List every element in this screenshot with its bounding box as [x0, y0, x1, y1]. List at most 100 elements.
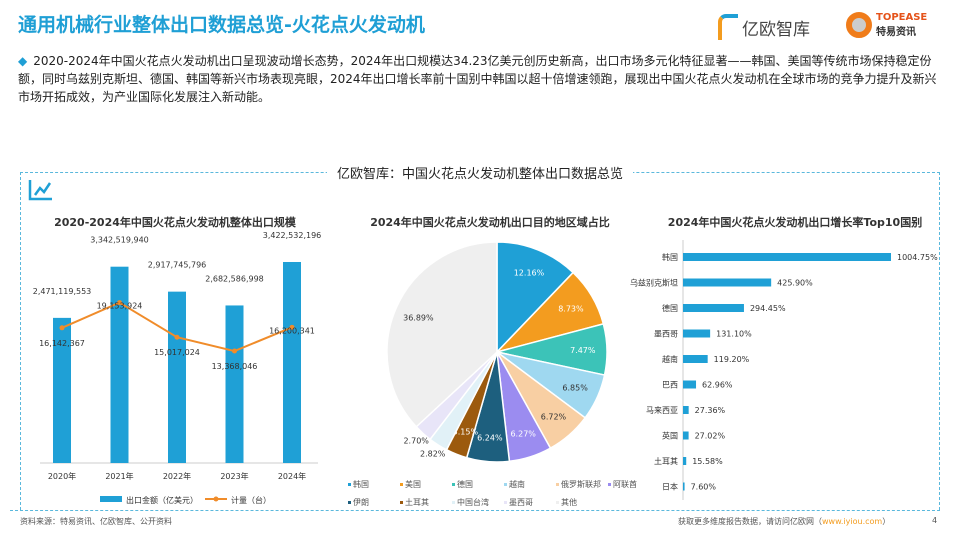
chart3-value-label: 27.02% [695, 432, 726, 441]
pie-legend-swatch [504, 501, 507, 504]
topease-cn: 特易资讯 [876, 27, 916, 38]
footer-text: 获取更多维度报告数据，请访问亿欧网（ [678, 517, 822, 526]
yiou-logo-text: 亿欧智库 [742, 19, 810, 40]
chart1-x-tick: 2020年 [48, 471, 76, 481]
source-note: 资料来源：特易资讯、亿欧智库、公开资料 [20, 517, 172, 526]
chart3-value-label: 62.96% [702, 381, 733, 390]
chart1-bar [53, 317, 71, 463]
chart1-bar-label: 2,917,745,796 [148, 261, 207, 270]
pie-legend-swatch [400, 483, 403, 486]
legend-line-marker [213, 496, 219, 502]
pie-legend-swatch [400, 501, 403, 504]
pie-slice-label: 2.70% [403, 437, 429, 446]
pie-legend-label: 美国 [405, 479, 421, 489]
chart1-line-label: 19,153,924 [97, 302, 143, 311]
pie-legend-label: 伊朗 [353, 497, 369, 507]
pie-legend-label: 俄罗斯联邦 [561, 479, 601, 489]
chart1-bar [283, 261, 301, 463]
chart1-line-label: 13,368,046 [212, 362, 258, 371]
chart3-category: 韩国 [662, 252, 678, 262]
chart1-x-tick: 2023年 [220, 471, 248, 481]
chart3-bar [683, 329, 711, 338]
panel-title: 亿欧智库：中国火花点火发动机整体出口数据总览 [0, 163, 960, 182]
pie-slice-label: 2.82% [420, 449, 446, 458]
chart3-value-label: 294.45% [750, 304, 786, 313]
pie-slice [386, 241, 498, 428]
chart1-line-point [232, 348, 237, 354]
page-number: 4 [932, 516, 938, 525]
chart3-value-label: 15.58% [692, 457, 723, 466]
panel-title-text: 亿欧智库：中国火花点火发动机整体出口数据总览 [326, 167, 633, 182]
chart3-value-label: 27.36% [695, 406, 726, 415]
footer-end: ） [882, 517, 891, 526]
pie-legend-label: 土耳其 [405, 497, 429, 507]
panel-divider [10, 510, 940, 511]
chart3-category: 墨西哥 [654, 330, 678, 339]
legend-bar-label: 出口金额（亿美元） [126, 495, 198, 505]
pie-legend-label: 越南 [509, 479, 525, 489]
pie-slice-label: 6.24% [477, 434, 503, 443]
chart3-category: 越南 [662, 354, 678, 364]
chart2-title: 2024年中国火花点火发动机出口目的地区域占比 [370, 216, 610, 229]
pie-slice-label: 8.73% [558, 304, 584, 313]
chart3-bar [683, 253, 891, 261]
pie-slice-label: 6.27% [510, 430, 536, 439]
legend-line-label: 计量（台） [231, 495, 271, 505]
chart3-category: 英国 [662, 431, 678, 441]
topease-logo: TOPEASE 特易资讯 [846, 12, 927, 38]
chart3-value-label: 7.60% [691, 483, 717, 492]
chart1-bar-label: 3,342,519,940 [90, 236, 149, 245]
pie-legend-label: 中国台湾 [457, 497, 489, 507]
pie-legend-label: 墨西哥 [509, 498, 533, 507]
pie-legend-swatch [504, 483, 507, 486]
pie-slice [496, 241, 575, 354]
chart1-title: 2020-2024年中国火花点火发动机整体出口规模 [54, 216, 296, 229]
chart-icon [28, 180, 52, 201]
page-title: 通用机械行业整体出口数据总览-火花点火发动机 [18, 14, 425, 36]
summary-body: 2020-2024年中国火花点火发动机出口呈现波动增长态势，2024年出口规模达… [18, 54, 937, 104]
chart3-bar [683, 355, 708, 363]
chart1-line-point [174, 334, 180, 340]
pie-legend-label: 阿联酋 [613, 479, 637, 489]
chart3-category: 日本 [662, 482, 678, 492]
pie-slice-label: 6.72% [541, 413, 567, 422]
chart3-category: 德国 [662, 303, 678, 313]
pie-legend-label: 韩国 [353, 479, 369, 489]
pie-slice-label: 12.16% [514, 268, 545, 277]
topease-en: TOPEASE [876, 12, 928, 23]
pie-legend-swatch [452, 483, 455, 486]
chart3-value-label: 131.10% [716, 330, 752, 339]
pie-legend-swatch [608, 483, 611, 486]
chart3-bar [683, 406, 689, 414]
chart3-bar [683, 457, 687, 465]
chart1-x-tick: 2024年 [278, 471, 306, 481]
pie-slice-label: 7.47% [570, 346, 596, 355]
chart1-line-label: 15,017,024 [154, 348, 200, 357]
chart1-line-point [59, 325, 65, 331]
chart1-x-tick: 2021年 [105, 471, 133, 481]
chart3-bar [683, 304, 744, 312]
chart3-bar [683, 278, 772, 287]
footer-link[interactable]: www.iyiou.com [822, 517, 883, 526]
topease-ring-icon [846, 12, 872, 38]
chart1-bar [168, 291, 186, 463]
chart1-line-point [117, 300, 122, 306]
chart3-value-label: 1004.75% [897, 253, 938, 262]
footer-note: 获取更多维度报告数据，请访问亿欧网（www.iyiou.com） [678, 516, 890, 527]
pie-legend-swatch [556, 501, 559, 504]
summary-text: ◆ 2020-2024年中国火花点火发动机出口呈现波动增长态势，2024年出口规模… [18, 52, 938, 106]
pie-slice-label: 3.15% [453, 428, 479, 437]
chart1-x-tick: 2022年 [163, 471, 191, 481]
pie-legend-label: 德国 [457, 479, 473, 489]
chart1-bar [110, 266, 129, 463]
pie-legend-swatch [348, 483, 351, 486]
chart3-bar [683, 431, 689, 440]
chart3-value-label: 119.20% [714, 355, 750, 364]
pie-legend-swatch [452, 501, 455, 504]
chart3-category: 马来西亚 [646, 406, 678, 415]
chart1-bar-label: 3,422,532,196 [263, 231, 322, 240]
legend-bar-swatch [100, 496, 122, 502]
chart1-bar-label: 2,682,586,998 [205, 274, 264, 283]
diamond-bullet-icon: ◆ [18, 54, 28, 68]
